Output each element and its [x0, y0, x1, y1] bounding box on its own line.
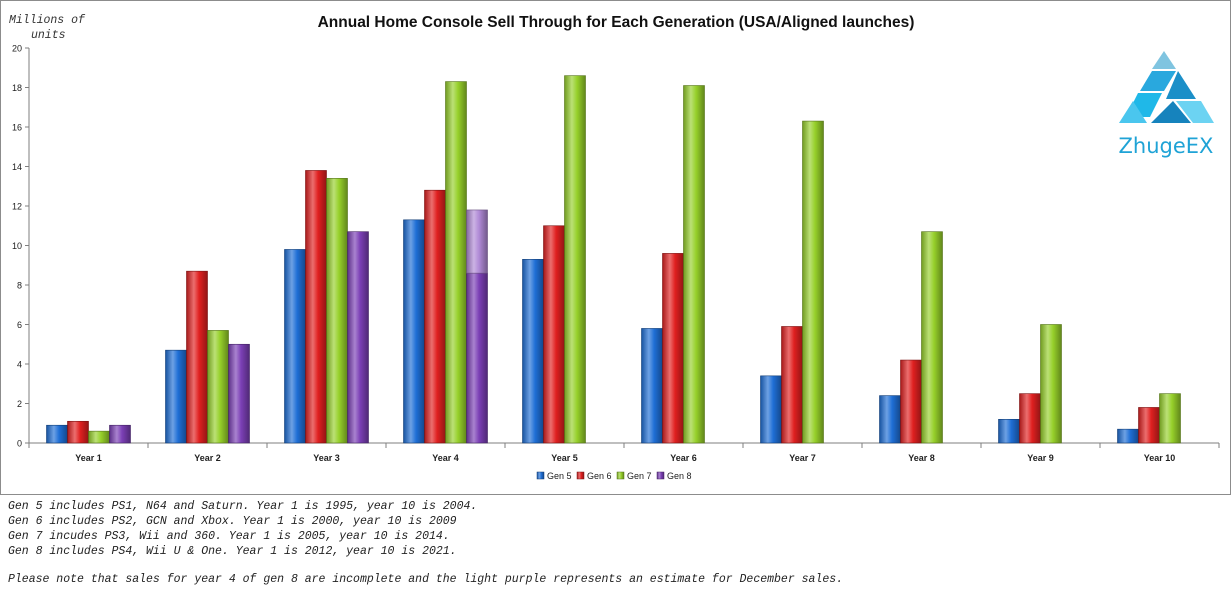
y-tick-label: 14 [12, 162, 22, 172]
bar-gen-6-year-10 [1138, 407, 1160, 444]
x-tick-label: Year 6 [670, 453, 697, 463]
bar-gen-6-year-5 [543, 225, 565, 444]
x-tick-label: Year 4 [432, 453, 459, 463]
bar-gen-7-year-6 [683, 85, 705, 444]
legend-label-gen-5: Gen 5 [547, 471, 572, 481]
notes: Gen 5 includes PS1, N64 and Saturn. Year… [8, 499, 1223, 587]
y-tick-label: 6 [17, 320, 22, 330]
y-tick-label: 16 [12, 123, 22, 133]
chart-title: Annual Home Console Sell Through for Eac… [318, 14, 915, 31]
bar-gen-7-year-1 [88, 430, 110, 444]
bar-gen-6-year-6 [662, 253, 684, 444]
x-tick-label: Year 7 [789, 453, 816, 463]
legend-label-gen-8: Gen 8 [667, 471, 692, 481]
bar-gen-5-year-7 [760, 375, 782, 444]
x-tick-label: Year 5 [551, 453, 578, 463]
note-gen8: Gen 8 includes PS4, Wii U & One. Year 1 … [8, 545, 457, 558]
y-tick-label: 2 [17, 399, 22, 409]
footnote: Please note that sales for year 4 of gen… [8, 573, 844, 586]
legend-swatch-gen-7 [616, 471, 625, 480]
bar-gen-6-year-1 [67, 420, 89, 444]
bar-gen-6-year-4 [424, 189, 446, 444]
bar-gen-5-year-1 [46, 424, 68, 444]
y-tick-label: 12 [12, 202, 22, 212]
bar-gen-8-year-4-estimate [466, 209, 488, 274]
bar-gen-7-year-2 [207, 330, 229, 444]
y-tick-label: 18 [12, 83, 22, 93]
bar-gen-6-year-9 [1019, 393, 1041, 444]
y-axis-label-line2: units [31, 29, 66, 42]
bar-gen-8-year-3 [347, 231, 369, 444]
bar-gen-6-year-2 [186, 270, 208, 444]
legend: Gen 5 Gen 6 Gen 7 Gen 8 [536, 471, 692, 481]
x-tick-label: Year 3 [313, 453, 340, 463]
bar-gen-8-year-2 [228, 343, 250, 444]
bar-gen-5-year-4 [403, 219, 425, 444]
note-spacer [8, 559, 1223, 572]
bar-gen-7-year-5 [564, 75, 586, 444]
x-tick-label: Year 10 [1144, 453, 1176, 463]
y-axis-label-line1: Millions of [9, 14, 86, 27]
y-tick-label: 8 [17, 281, 22, 291]
bar-gen-6-year-8 [900, 359, 922, 444]
bar-gen-6-year-3 [305, 170, 327, 444]
bar-gen-8-year-4 [466, 272, 488, 444]
legend-swatch-gen-8 [656, 471, 665, 480]
bar-gen-7-year-8 [921, 231, 943, 444]
bar-gen-5-year-10 [1117, 428, 1139, 444]
bar-gen-5-year-9 [998, 418, 1020, 444]
logo-text: ZhugeEX [1119, 134, 1214, 158]
zhugeex-logo: ZhugeEX [1119, 51, 1214, 158]
legend-label-gen-6: Gen 6 [587, 471, 612, 481]
bars [46, 75, 1181, 444]
y-tick-label: 4 [17, 360, 22, 370]
legend-label-gen-7: Gen 7 [627, 471, 652, 481]
bar-gen-5-year-5 [522, 259, 544, 444]
note-gen6: Gen 6 includes PS2, GCN and Xbox. Year 1… [8, 515, 457, 528]
y-tick-label: 20 [12, 44, 22, 54]
note-gen7: Gen 7 incudes PS3, Wii and 360. Year 1 i… [8, 530, 450, 543]
x-tick-label: Year 1 [75, 453, 102, 463]
bar-gen-7-year-10 [1159, 393, 1181, 444]
bar-gen-5-year-8 [879, 395, 901, 444]
chart-frame: Annual Home Console Sell Through for Eac… [0, 0, 1231, 495]
bar-gen-6-year-7 [781, 326, 803, 444]
bar-gen-8-year-1 [109, 424, 131, 444]
bar-gen-7-year-9 [1040, 324, 1062, 444]
y-tick-label: 10 [12, 241, 22, 251]
legend-swatch-gen-5 [536, 471, 545, 480]
triangle-logo-icon [1119, 51, 1214, 123]
legend-swatch-gen-6 [576, 471, 585, 480]
y-tick-label: 0 [17, 439, 22, 449]
x-tick-label: Year 2 [194, 453, 221, 463]
chart-svg: Annual Home Console Sell Through for Eac… [9, 14, 1220, 481]
x-tick-label: Year 9 [1027, 453, 1054, 463]
bar-gen-7-year-7 [802, 120, 824, 444]
bar-gen-7-year-3 [326, 178, 348, 444]
bar-gen-7-year-4 [445, 81, 467, 444]
bar-gen-5-year-6 [641, 328, 663, 444]
bar-gen-5-year-3 [284, 249, 306, 444]
bar-gen-5-year-2 [165, 349, 187, 444]
x-tick-label: Year 8 [908, 453, 935, 463]
note-gen5: Gen 5 includes PS1, N64 and Saturn. Year… [8, 500, 478, 513]
